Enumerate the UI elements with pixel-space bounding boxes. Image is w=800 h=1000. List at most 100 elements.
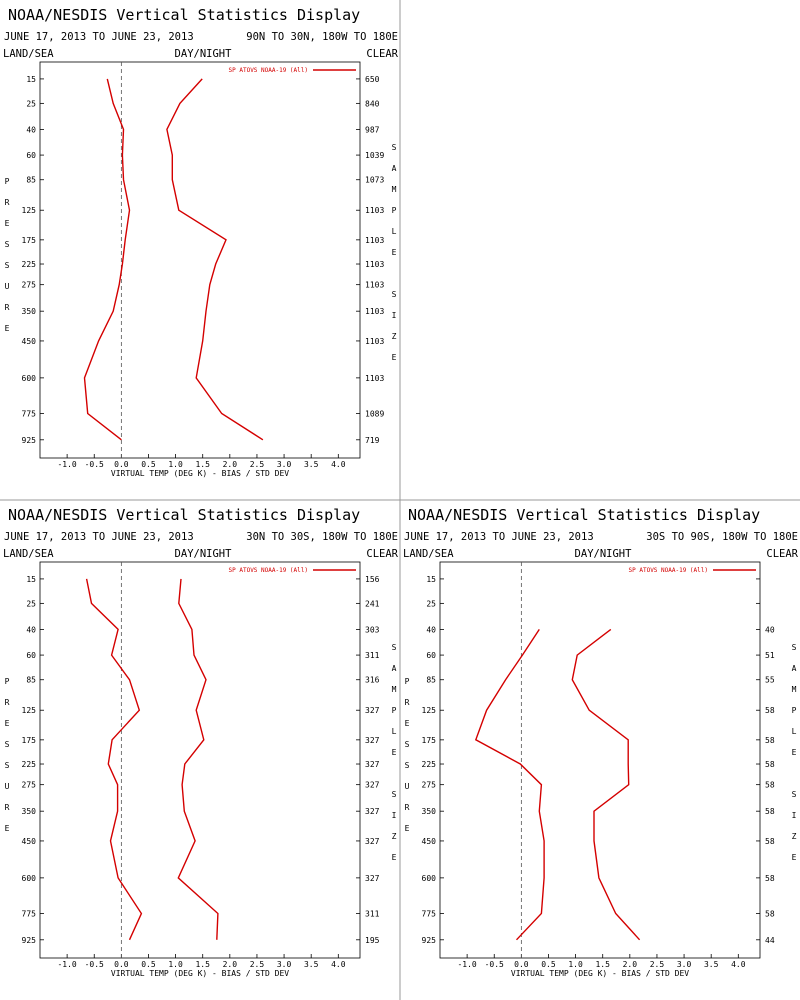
x-tick-label: -1.0 bbox=[57, 960, 76, 969]
y-tick-label: 15 bbox=[26, 575, 36, 584]
x-tick-label: 3.0 bbox=[277, 960, 292, 969]
x-tick-label: 1.5 bbox=[195, 960, 210, 969]
x-axis-label: VIRTUAL TEMP (DEG K) - BIAS / STD DEV bbox=[111, 469, 289, 478]
sample-size-label: 58 bbox=[765, 807, 775, 816]
left-header: LAND/SEA bbox=[3, 548, 54, 560]
y-tick-label: 450 bbox=[422, 837, 437, 846]
y-tick-label: 40 bbox=[26, 625, 36, 634]
sample-size-label: 316 bbox=[365, 676, 380, 685]
y-tick-label: 15 bbox=[426, 575, 436, 584]
y-tick-label: 125 bbox=[22, 706, 37, 715]
panel: NOAA/NESDIS Vertical Statistics Display J… bbox=[3, 6, 399, 478]
center-header: DAY/NIGHT bbox=[575, 548, 633, 560]
y-tick-label: 925 bbox=[22, 936, 37, 945]
x-tick-label: 0.5 bbox=[541, 960, 556, 969]
y-tick-label: 450 bbox=[22, 837, 37, 846]
x-tick-label: -0.5 bbox=[485, 960, 504, 969]
sample-size-label: 327 bbox=[365, 706, 380, 715]
x-axis-label: VIRTUAL TEMP (DEG K) - BIAS / STD DEV bbox=[511, 969, 689, 978]
right-header: CLEAR bbox=[366, 48, 398, 60]
x-tick-label: 3.5 bbox=[704, 960, 719, 969]
y-tick-label: 25 bbox=[26, 99, 36, 108]
sample-size-label: 1103 bbox=[365, 206, 384, 215]
y-tick-label: 225 bbox=[22, 760, 37, 769]
sample-size-label: 1103 bbox=[365, 260, 384, 269]
y-tick-label: 600 bbox=[22, 374, 37, 383]
y-tick-label: 350 bbox=[22, 807, 37, 816]
panel-title: NOAA/NESDIS Vertical Statistics Display bbox=[8, 506, 360, 524]
y-tick-label: 350 bbox=[422, 807, 437, 816]
sample-size-label: 311 bbox=[365, 910, 380, 919]
sample-size-label: 58 bbox=[765, 910, 775, 919]
y-tick-label: 175 bbox=[22, 236, 37, 245]
sample-size-label: 1103 bbox=[365, 236, 384, 245]
x-tick-label: 2.0 bbox=[623, 960, 638, 969]
plot-frame bbox=[39, 561, 361, 959]
y-tick-label: 775 bbox=[422, 910, 437, 919]
y-tick-label: 275 bbox=[22, 781, 37, 790]
sample-size-label: 327 bbox=[365, 837, 380, 846]
x-tick-label: 0.0 bbox=[514, 960, 529, 969]
y-tick-label: 85 bbox=[426, 676, 436, 685]
sample-size-label: 327 bbox=[365, 760, 380, 769]
date-range: JUNE 17, 2013 TO JUNE 23, 2013 bbox=[4, 31, 194, 43]
panel-title: NOAA/NESDIS Vertical Statistics Display bbox=[8, 6, 360, 24]
y-tick-label: 775 bbox=[22, 410, 37, 419]
x-tick-label: 0.0 bbox=[114, 460, 129, 469]
x-tick-label: 2.5 bbox=[650, 960, 665, 969]
x-tick-label: 2.5 bbox=[250, 960, 265, 969]
y-tick-label: 85 bbox=[26, 676, 36, 685]
x-tick-label: 3.0 bbox=[277, 460, 292, 469]
x-tick-label: 3.5 bbox=[304, 460, 319, 469]
x-tick-label: -1.0 bbox=[57, 460, 76, 469]
sample-size-label: 327 bbox=[365, 781, 380, 790]
left-header: LAND/SEA bbox=[403, 548, 454, 560]
x-tick-label: 1.0 bbox=[568, 960, 583, 969]
plot-frame bbox=[39, 61, 361, 459]
x-tick-label: 4.0 bbox=[331, 460, 346, 469]
plot-frame bbox=[439, 561, 761, 959]
sample-size-label: 51 bbox=[765, 651, 775, 660]
panel: NOAA/NESDIS Vertical Statistics Display J… bbox=[3, 506, 399, 978]
y-tick-label: 15 bbox=[26, 75, 36, 84]
legend-label: SP ATOVS NOAA-19 (All) bbox=[229, 67, 308, 74]
sample-size-label: 303 bbox=[365, 625, 380, 634]
x-tick-label: 3.0 bbox=[677, 960, 692, 969]
sample-size-label: 195 bbox=[365, 936, 380, 945]
profile-line bbox=[177, 578, 219, 940]
y-tick-label: 225 bbox=[422, 760, 437, 769]
sample-size-label: 1073 bbox=[365, 176, 384, 185]
sample-size-label: 650 bbox=[365, 75, 380, 84]
sample-size-label: 58 bbox=[765, 874, 775, 883]
x-tick-label: 0.0 bbox=[114, 960, 129, 969]
x-tick-label: 2.0 bbox=[223, 960, 238, 969]
center-header: DAY/NIGHT bbox=[175, 48, 233, 60]
profile-line bbox=[83, 78, 131, 441]
x-tick-label: 1.0 bbox=[168, 460, 183, 469]
region: 30N TO 30S, 180W TO 180E bbox=[246, 531, 398, 543]
date-range: JUNE 17, 2013 TO JUNE 23, 2013 bbox=[404, 531, 594, 543]
right-header: CLEAR bbox=[766, 548, 798, 560]
sample-size-label: 327 bbox=[365, 736, 380, 745]
y-tick-label: 925 bbox=[22, 436, 37, 445]
panel: NOAA/NESDIS Vertical Statistics Display J… bbox=[403, 506, 799, 978]
y-tick-label: 600 bbox=[422, 874, 437, 883]
y-tick-label: 60 bbox=[26, 151, 36, 160]
sample-size-label: 1089 bbox=[365, 410, 384, 419]
sample-size-label: 1103 bbox=[365, 281, 384, 290]
y-tick-label: 25 bbox=[426, 599, 436, 608]
y-tick-label: 40 bbox=[426, 625, 436, 634]
x-tick-label: -0.5 bbox=[85, 960, 104, 969]
y-tick-label: 85 bbox=[26, 176, 36, 185]
sample-size-label: 55 bbox=[765, 676, 775, 685]
x-tick-label: 1.5 bbox=[195, 460, 210, 469]
sample-size-label: 58 bbox=[765, 837, 775, 846]
region: 90N TO 30N, 180W TO 180E bbox=[246, 31, 398, 43]
y-tick-label: 775 bbox=[22, 910, 37, 919]
sample-size-label: 44 bbox=[765, 936, 775, 945]
profile-line bbox=[474, 629, 545, 941]
y-tick-label: 60 bbox=[426, 651, 436, 660]
x-tick-label: 0.5 bbox=[141, 460, 156, 469]
